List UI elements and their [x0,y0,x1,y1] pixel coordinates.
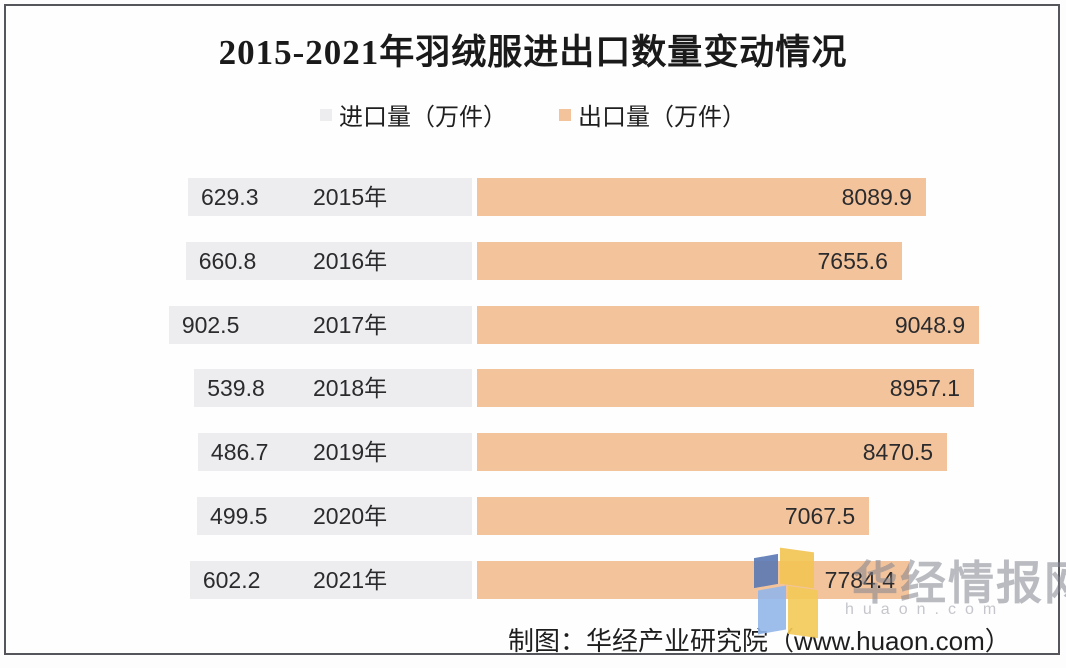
import-bar [168,306,472,344]
export-bar [477,497,870,535]
export-value-label: 7655.6 [817,248,888,274]
source-attribution: 制图：华经产业研究院（www.huaon.com） [508,626,1011,656]
year-label: 2015年 [313,184,388,210]
import-value-label: 602.2 [202,567,261,593]
chart-title: 2015-2021年羽绒服进出口数量变动情况 [218,33,848,72]
chart-row: 539.8 2018年 8957.1 [0,369,1066,407]
export-value-label: 7067.5 [784,503,856,529]
chart-row: 499.5 2020年 7067.5 [0,497,1066,535]
export-bar [477,433,948,471]
import-bar [197,433,472,471]
import-bar [185,242,472,280]
export-bar [477,178,926,216]
year-label: 2017年 [313,312,388,338]
export-value-label: 8089.9 [841,184,912,210]
export-bar [477,369,975,407]
year-label: 2021年 [313,567,388,593]
import-value-label: 629.3 [200,184,259,210]
export-value-label: 8470.5 [862,439,934,465]
year-label: 2019年 [313,439,388,465]
export-bar [477,242,902,280]
chart-row: 629.3 2015年 8089.9 [0,178,1066,216]
legend-item-export: 出口量（万件） [559,97,746,132]
chart-row: 660.8 2016年 7655.6 [0,242,1066,280]
chart-row: 902.5 2017年 9048.9 [0,306,1066,344]
import-legend-swatch [320,108,332,121]
import-value-label: 660.8 [198,248,257,274]
year-label: 2020年 [313,503,388,529]
legend-item-import: 进口量（万件） [320,97,507,132]
year-label: 2016年 [313,248,388,274]
import-bar [194,369,472,407]
import-bar [197,497,472,535]
export-value-label: 9048.9 [894,312,966,338]
export-legend-swatch [559,108,571,121]
export-value-label: 8957.1 [889,375,961,401]
year-label: 2018年 [313,375,388,401]
import-legend-label: 进口量（万件） [339,104,507,131]
import-value-label: 499.5 [210,503,268,529]
chart-row: 602.2 2021年 7784.4 [0,561,1066,599]
export-bar [477,306,980,344]
import-bar [189,561,472,599]
import-value-label: 902.5 [181,312,240,338]
import-bar [187,178,472,216]
chart-row: 486.7 2019年 8470.5 [0,433,1066,471]
export-legend-label: 出口量（万件） [578,104,746,131]
export-value-label: 7784.4 [824,567,896,593]
legend: 进口量（万件） 出口量（万件） [6,97,1060,132]
import-value-label: 486.7 [210,439,269,465]
export-bar [477,561,910,599]
import-value-label: 539.8 [207,375,265,401]
